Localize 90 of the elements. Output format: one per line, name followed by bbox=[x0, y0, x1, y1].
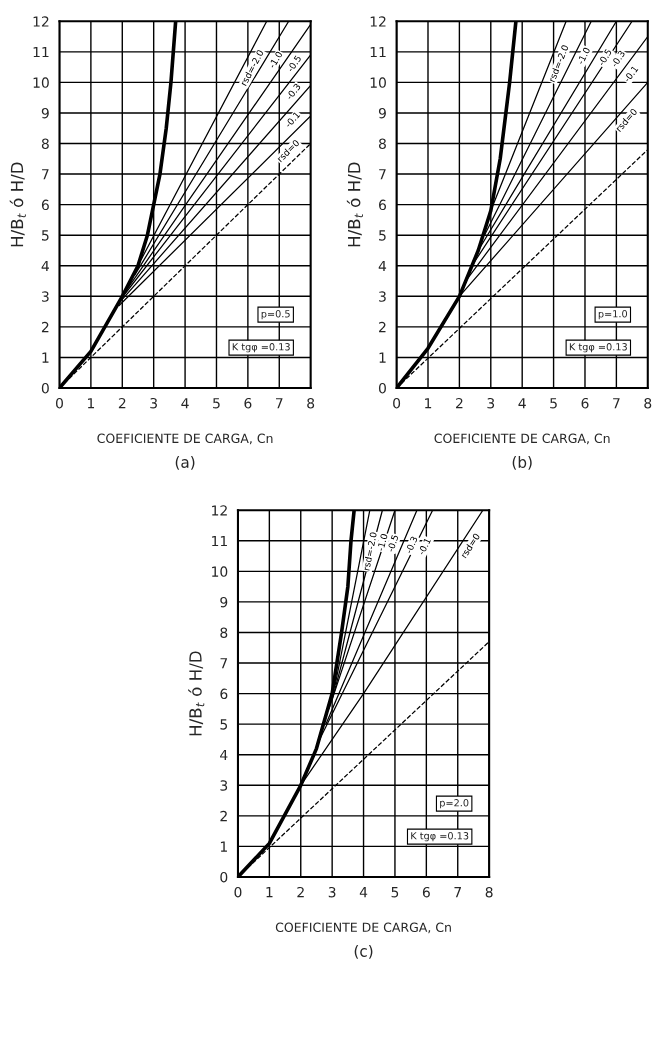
text: -0.5 bbox=[386, 534, 399, 553]
x-tick-label: 4 bbox=[181, 398, 189, 409]
x-axis-title: COEFICIENTE DE CARGA, Cn bbox=[97, 433, 273, 445]
y-tick-label: 5 bbox=[42, 230, 49, 241]
y-tick-label: 5 bbox=[220, 719, 228, 730]
y-tick-label: 6 bbox=[220, 688, 228, 700]
annotation: K tgφ =0.13 bbox=[232, 343, 290, 353]
x-tick-label: 0 bbox=[234, 886, 242, 898]
y-tick-label: 2 bbox=[379, 321, 386, 333]
x-tick-label: 8 bbox=[644, 397, 652, 409]
y-tick-label: 4 bbox=[378, 260, 387, 272]
x-tick-label: 3 bbox=[487, 397, 495, 409]
y-tick-label: 3 bbox=[379, 291, 386, 302]
x-tick-label: 4 bbox=[518, 398, 526, 409]
x-tick-label: 6 bbox=[581, 397, 589, 409]
y-tick-label: 12 bbox=[33, 16, 49, 27]
y-tick-label: 12 bbox=[370, 16, 386, 27]
y-tick-label: 10 bbox=[33, 77, 49, 88]
y-tick-label: 2 bbox=[220, 810, 227, 822]
y-tick-label: 0 bbox=[41, 382, 49, 394]
y-tick-label: 7 bbox=[220, 658, 228, 669]
text: (a) bbox=[175, 456, 195, 470]
y-tick-label: 2 bbox=[41, 321, 49, 333]
annotation: K tgφ =0.13 bbox=[411, 832, 469, 842]
y-tick-label: 12 bbox=[212, 505, 227, 516]
y-tick-label: 1 bbox=[42, 352, 49, 363]
y-tick-label: 0 bbox=[220, 871, 228, 883]
text: -0.3 bbox=[285, 83, 301, 101]
y-tick-label: 8 bbox=[220, 627, 228, 638]
x-tick-label: 2 bbox=[455, 397, 463, 409]
y-axis-title: H/B$_{t}$ ó H/D bbox=[188, 651, 205, 736]
text: -1.0 bbox=[576, 46, 591, 65]
annotation: K tgφ =0.13 bbox=[569, 343, 627, 353]
y-tick-label: 11 bbox=[212, 535, 227, 547]
y-tick-label: 1 bbox=[220, 841, 227, 852]
x-axis-title: COEFICIENTE DE CARGA, Cn bbox=[434, 433, 610, 445]
y-tick-label: 8 bbox=[41, 138, 49, 149]
x-tick-label: 8 bbox=[307, 397, 315, 409]
x-tick-label: 7 bbox=[275, 398, 283, 409]
y-tick-label: 6 bbox=[379, 199, 386, 211]
text: -0.1 bbox=[623, 65, 639, 83]
y-tick-label: 1 bbox=[379, 352, 386, 363]
y-tick-label: 9 bbox=[378, 107, 386, 119]
x-tick-label: 5 bbox=[391, 887, 399, 898]
text: -0.3 bbox=[405, 536, 418, 554]
y-tick-label: 4 bbox=[220, 749, 228, 761]
x-tick-label: 2 bbox=[297, 886, 304, 898]
x-tick-label: 0 bbox=[55, 397, 63, 409]
x-tick-label: 5 bbox=[550, 398, 557, 409]
y-tick-label: 7 bbox=[42, 169, 49, 180]
y-tick-label: 11 bbox=[370, 46, 386, 58]
text: -0.3 bbox=[610, 50, 626, 68]
y-tick-label: 9 bbox=[41, 107, 49, 119]
y-axis-title: H/B$_{t}$ ó H/D bbox=[346, 162, 363, 247]
x-tick-label: 3 bbox=[150, 397, 157, 409]
x-tick-label: 1 bbox=[266, 887, 273, 898]
y-tick-label: 8 bbox=[378, 138, 386, 149]
text: (c) bbox=[354, 945, 373, 959]
x-tick-label: 3 bbox=[328, 886, 336, 898]
y-tick-label: 10 bbox=[370, 77, 386, 88]
x-tick-label: 7 bbox=[454, 887, 461, 898]
x-tick-label: 0 bbox=[393, 397, 401, 409]
x-axis-title: COEFICIENTE DE CARGA, Cn bbox=[275, 922, 451, 934]
y-tick-label: 11 bbox=[33, 46, 49, 58]
x-tick-label: 6 bbox=[244, 397, 252, 409]
annotation: p=1.0 bbox=[598, 310, 628, 320]
y-tick-label: 6 bbox=[41, 199, 49, 211]
y-tick-label: 0 bbox=[378, 382, 386, 394]
y-tick-label: 4 bbox=[41, 260, 49, 272]
y-tick-label: 3 bbox=[41, 291, 49, 302]
y-tick-label: 5 bbox=[379, 230, 386, 241]
y-tick-label: 3 bbox=[220, 780, 228, 791]
text: rsd=-2.0 bbox=[362, 531, 377, 571]
text: -1.0 bbox=[376, 533, 388, 552]
y-axis-title: H/B$_{t}$ ó H/D bbox=[9, 162, 26, 247]
x-tick-label: 1 bbox=[87, 398, 95, 409]
x-tick-label: 2 bbox=[118, 397, 126, 409]
text: -0.1 bbox=[284, 111, 301, 128]
y-tick-label: 7 bbox=[379, 169, 386, 180]
text: -0.1 bbox=[417, 537, 431, 556]
x-tick-label: 1 bbox=[425, 398, 432, 409]
x-tick-label: 4 bbox=[359, 887, 368, 898]
annotation: p=0.5 bbox=[261, 310, 290, 320]
x-tick-label: 8 bbox=[485, 886, 493, 898]
y-tick-label: 9 bbox=[220, 596, 228, 608]
x-tick-label: 6 bbox=[422, 886, 430, 898]
x-tick-label: 7 bbox=[613, 398, 620, 409]
y-tick-label: 10 bbox=[212, 566, 228, 577]
annotation: p=2.0 bbox=[440, 799, 469, 809]
text: (b) bbox=[512, 456, 532, 470]
